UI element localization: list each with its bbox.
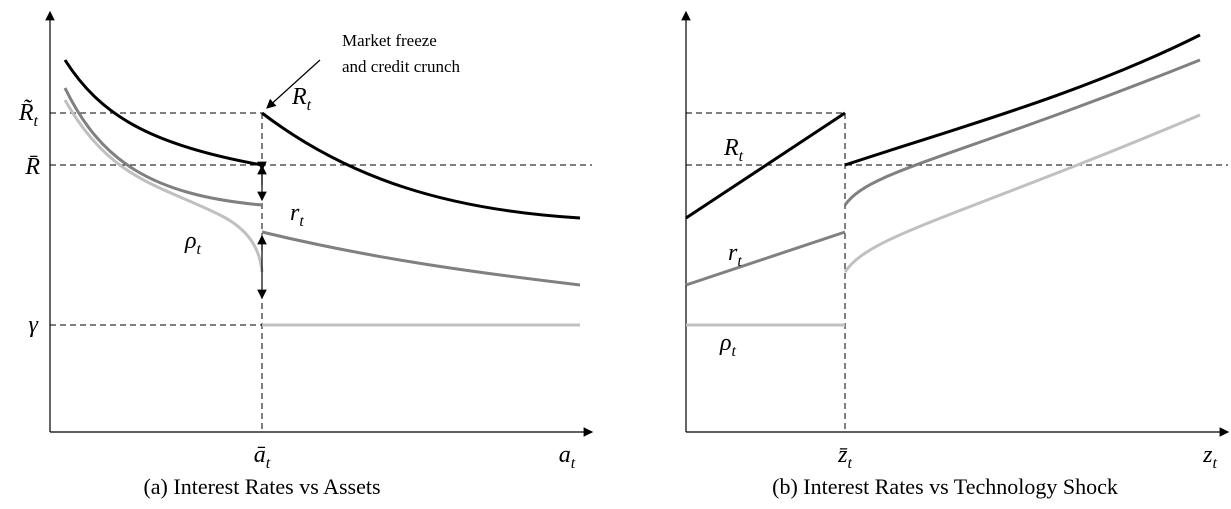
annotation: Market freeze bbox=[342, 31, 437, 50]
subscript: t bbox=[1212, 455, 1217, 472]
curve-r bbox=[261, 230, 581, 287]
symbol: R bbox=[291, 84, 307, 110]
annotation: and credit crunch bbox=[342, 57, 460, 76]
symbol: z bbox=[1202, 442, 1213, 468]
x-label: z̄t bbox=[837, 442, 852, 472]
subscript: t bbox=[299, 213, 304, 230]
curve-label: ρt bbox=[184, 228, 202, 258]
panel-b bbox=[681, 10, 1230, 437]
symbol: ρ bbox=[719, 330, 732, 356]
curve-label: ρt bbox=[719, 330, 737, 360]
subscript: t bbox=[732, 343, 737, 360]
curve-rho bbox=[63, 99, 264, 273]
y-label: R̄ bbox=[24, 154, 40, 180]
subscript: t bbox=[307, 97, 312, 114]
curve-r bbox=[843, 58, 1201, 206]
curve-rho bbox=[843, 113, 1201, 273]
caption: (b) Interest Rates vs Technology Shock bbox=[772, 474, 1118, 499]
curve-label: rt bbox=[728, 240, 742, 270]
subscript: t bbox=[739, 148, 744, 165]
curve-R bbox=[63, 59, 263, 167]
curve-R bbox=[844, 33, 1201, 167]
annotation-arrow bbox=[266, 59, 321, 109]
subscript: t bbox=[266, 455, 271, 472]
curve-label: Rt bbox=[291, 84, 312, 114]
y-label: R̃t bbox=[18, 99, 39, 130]
symbol: ā bbox=[254, 442, 266, 468]
curve-r bbox=[685, 230, 846, 287]
subscript: t bbox=[571, 455, 576, 472]
curve-label: rt bbox=[290, 200, 304, 230]
panel-a: Market freeze and credit crunch bbox=[45, 10, 594, 437]
curve-r bbox=[63, 87, 263, 207]
symbol: R̄ bbox=[24, 154, 40, 180]
symbol: R̃ bbox=[18, 99, 34, 126]
x-label: at bbox=[559, 442, 576, 472]
symbol: r bbox=[290, 200, 300, 226]
subscript: t bbox=[197, 241, 202, 258]
symbol: γ bbox=[29, 312, 39, 338]
symbol: r bbox=[728, 240, 738, 266]
symbol: R bbox=[723, 135, 739, 161]
symbol: ρ bbox=[184, 228, 197, 254]
subscript: t bbox=[847, 455, 852, 472]
symbol: z̄ bbox=[837, 442, 848, 468]
curve-R bbox=[261, 111, 581, 220]
x-label: zt bbox=[1202, 442, 1217, 472]
symbol: a bbox=[559, 442, 571, 468]
subscript: t bbox=[34, 113, 39, 130]
caption: (a) Interest Rates vs Assets bbox=[143, 474, 380, 499]
x-label: āt bbox=[254, 442, 271, 472]
curve-label: Rt bbox=[723, 135, 744, 165]
subscript: t bbox=[737, 253, 742, 270]
curve-R bbox=[685, 111, 846, 220]
y-label: γ bbox=[29, 312, 39, 338]
